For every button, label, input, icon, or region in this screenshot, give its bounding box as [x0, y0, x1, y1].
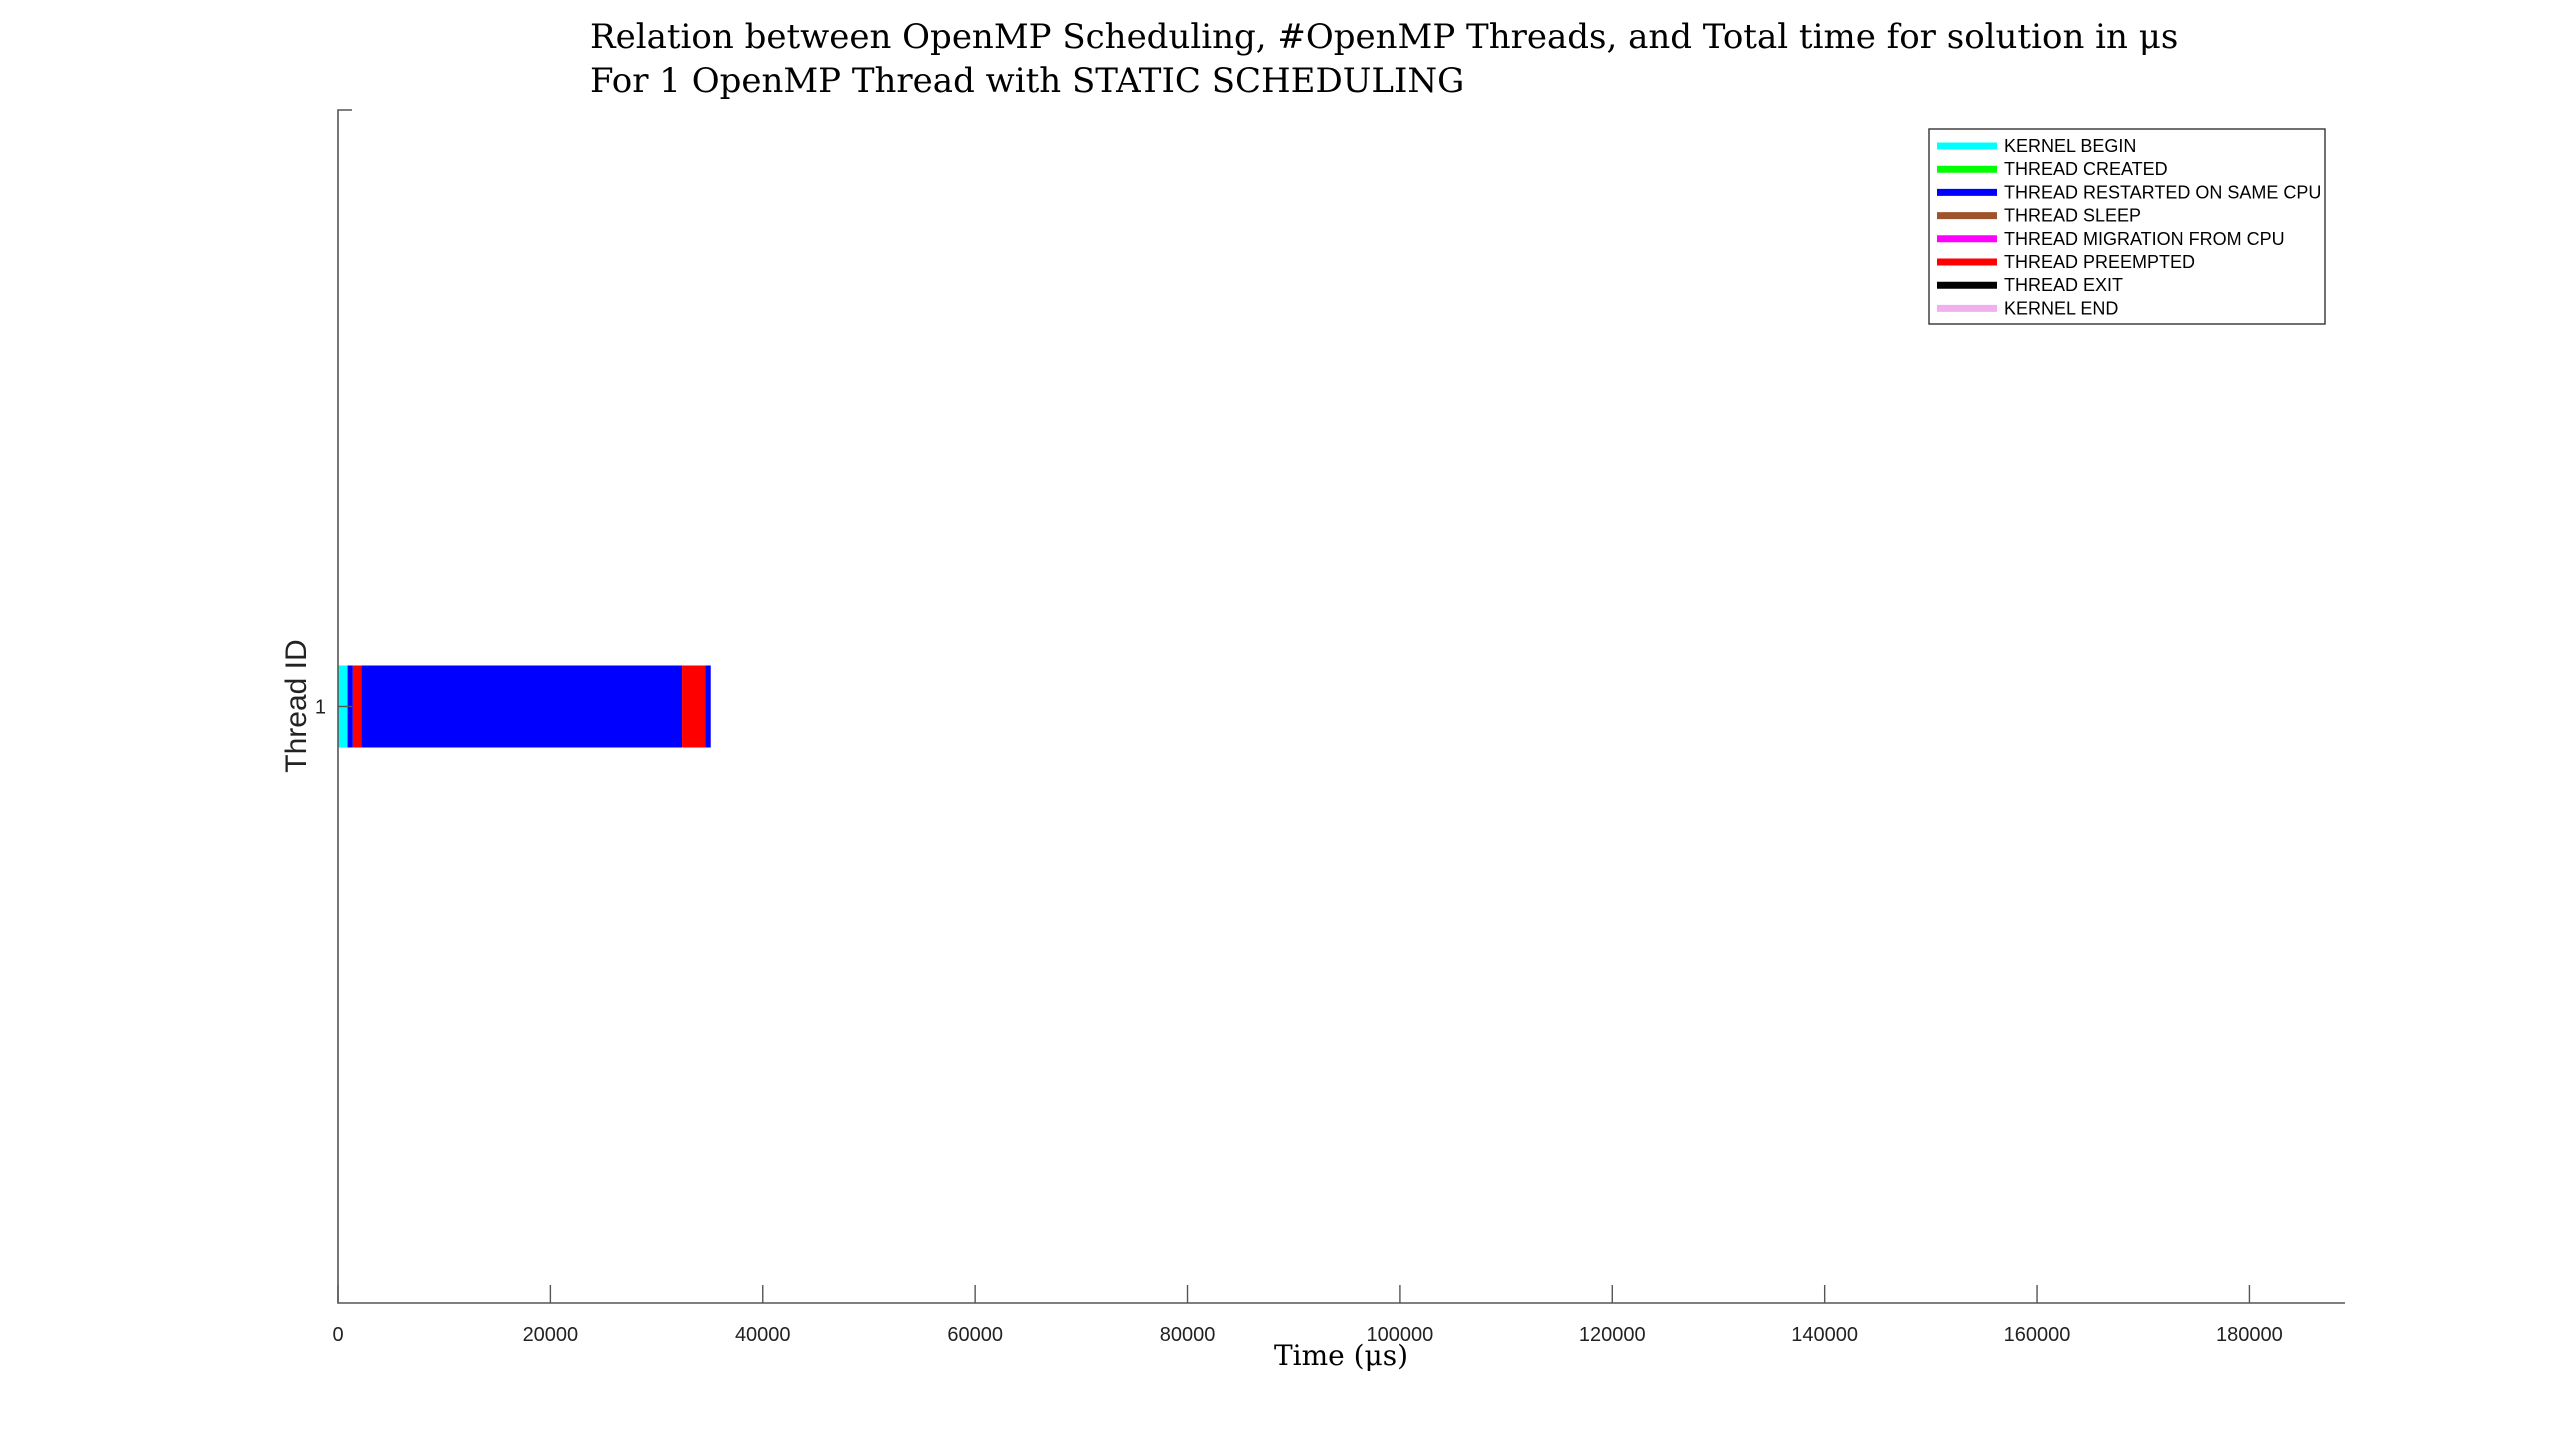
legend-label: THREAD CREATED	[2004, 159, 2168, 179]
x-tick-label: 180000	[2216, 1324, 2283, 1346]
x-tick-label: 120000	[1579, 1324, 1646, 1346]
x-tick-label: 0	[332, 1324, 343, 1346]
bar-segment-thread-preempted-4	[682, 665, 706, 748]
legend-label: THREAD RESTARTED ON SAME CPU	[2004, 182, 2321, 202]
x-ticks: 0 20000 40000 60000 80000 100000 120000 140000 1…	[332, 1285, 2283, 1346]
legend-label: THREAD PREEMPTED	[2004, 252, 2195, 272]
y-ticks: 1	[315, 697, 352, 719]
chart-subtitle: For 1 OpenMP Thread with STATIC SCHEDULI…	[590, 61, 1464, 101]
legend-frame	[1928, 128, 2326, 325]
x-tick-label: 40000	[735, 1324, 791, 1346]
bar-segment-thread-restarted-on-same-cpu-5	[705, 665, 711, 748]
legend-label: THREAD EXIT	[2004, 275, 2123, 295]
x-tick-label: 100000	[1367, 1324, 1434, 1346]
x-tick-label: 80000	[1160, 1324, 1216, 1346]
legend-label: THREAD SLEEP	[2004, 206, 2141, 226]
bar-segment-thread-preempted-2	[352, 665, 362, 748]
x-tick-label: 20000	[523, 1324, 579, 1346]
y-axis-label: Thread ID	[280, 639, 313, 772]
legend-label: KERNEL END	[2004, 298, 2118, 318]
x-tick-label: 160000	[2004, 1324, 2071, 1346]
x-tick-label: 140000	[1791, 1324, 1858, 1346]
legend-items: KERNEL BEGIN THREAD CREATED THREAD RESTART…	[1937, 136, 2321, 318]
y-tick-label: 1	[315, 697, 326, 719]
x-axis-label: Time (μs)	[1274, 1339, 1408, 1372]
legend: KERNEL BEGIN THREAD CREATED THREAD RESTART…	[1928, 128, 2326, 325]
bars-layer	[338, 665, 711, 748]
legend-label: KERNEL BEGIN	[2004, 136, 2136, 156]
chart-title: Relation between OpenMP Scheduling, #Ope…	[590, 17, 2178, 57]
x-tick-label: 60000	[947, 1324, 1003, 1346]
legend-label: THREAD MIGRATION FROM CPU	[2004, 229, 2285, 249]
bar-segment-thread-restarted-on-same-cpu-3	[361, 665, 683, 748]
